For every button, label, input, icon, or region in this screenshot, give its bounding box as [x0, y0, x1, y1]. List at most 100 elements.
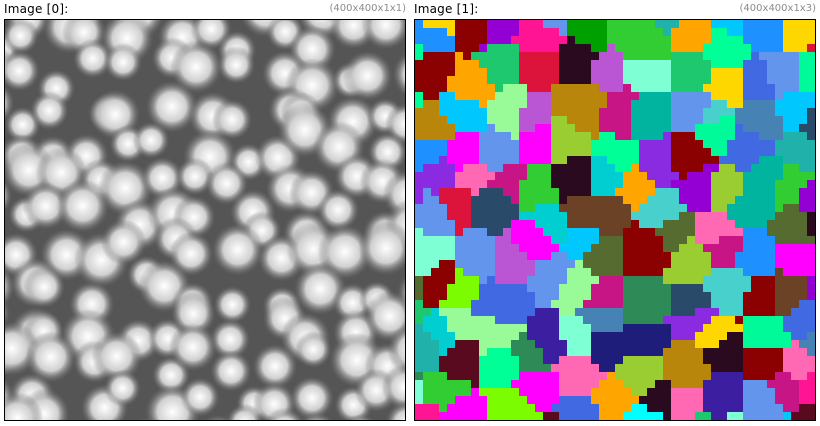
voronoi-cell-pixel — [607, 308, 615, 316]
voronoi-cell-pixel — [767, 180, 775, 188]
voronoi-cell-pixel — [599, 148, 607, 156]
voronoi-cell-pixel — [711, 108, 719, 116]
voronoi-cell-pixel — [695, 364, 703, 372]
voronoi-cell-pixel — [719, 388, 727, 396]
voronoi-cell-pixel — [527, 308, 535, 316]
voronoi-cell-pixel — [455, 340, 463, 348]
voronoi-cell-pixel — [807, 172, 815, 180]
voronoi-cell-pixel — [751, 124, 759, 132]
voronoi-cell-pixel — [495, 108, 503, 116]
voronoi-cell-pixel — [455, 260, 463, 268]
voronoi-cell-pixel — [791, 364, 799, 372]
voronoi-cell-pixel — [471, 204, 479, 212]
voronoi-cell-pixel — [511, 284, 519, 292]
voronoi-cell-pixel — [583, 84, 591, 92]
voronoi-cell-pixel — [695, 316, 703, 324]
voronoi-cell-pixel — [439, 164, 447, 172]
voronoi-cell-pixel — [495, 412, 503, 420]
voronoi-cell-pixel — [799, 60, 807, 68]
voronoi-cell-pixel — [471, 164, 479, 172]
voronoi-cell-pixel — [519, 324, 527, 332]
voronoi-cell-pixel — [455, 380, 463, 388]
voronoi-cell-pixel — [663, 316, 671, 324]
voronoi-cell-pixel — [527, 412, 535, 420]
voronoi-cell-pixel — [807, 132, 815, 140]
voronoi-cell-pixel — [415, 92, 423, 100]
voronoi-cell-pixel — [711, 172, 719, 180]
voronoi-cell-pixel — [447, 260, 455, 268]
voronoi-cell-pixel — [575, 132, 583, 140]
voronoi-cell-pixel — [495, 348, 503, 356]
voronoi-cell-pixel — [775, 276, 783, 284]
voronoi-cell-pixel — [495, 244, 503, 252]
voronoi-cell-pixel — [599, 172, 607, 180]
voronoi-cell-pixel — [575, 284, 583, 292]
voronoi-cell-pixel — [423, 76, 431, 84]
voronoi-cell-pixel — [639, 396, 647, 404]
voronoi-cell-pixel — [703, 380, 711, 388]
voronoi-cell-pixel — [415, 36, 423, 44]
voronoi-cell-pixel — [575, 324, 583, 332]
voronoi-cell-pixel — [751, 180, 759, 188]
voronoi-cell-pixel — [567, 332, 575, 340]
voronoi-cell-pixel — [791, 244, 799, 252]
voronoi-cell-pixel — [639, 252, 647, 260]
voronoi-cell-pixel — [455, 220, 463, 228]
voronoi-cell-pixel — [447, 36, 455, 44]
voronoi-cell-pixel — [615, 148, 623, 156]
voronoi-cell-pixel — [583, 124, 591, 132]
voronoi-cell-pixel — [551, 284, 559, 292]
voronoi-cell-pixel — [751, 212, 759, 220]
voronoi-cell-pixel — [543, 212, 551, 220]
voronoi-cell-pixel — [791, 308, 799, 316]
voronoi-cell-pixel — [735, 404, 743, 412]
voronoi-cell-pixel — [583, 348, 591, 356]
voronoi-cell-pixel — [479, 236, 487, 244]
voronoi-cell-pixel — [719, 124, 727, 132]
voronoi-cell-pixel — [599, 156, 607, 164]
voronoi-cell-pixel — [655, 204, 663, 212]
distance-cell — [5, 20, 39, 54]
voronoi-cell-pixel — [719, 372, 727, 380]
voronoi-cell-pixel — [719, 220, 727, 228]
voronoi-cell-pixel — [711, 372, 719, 380]
voronoi-cell-pixel — [631, 332, 639, 340]
image-dimensions-1: (400x400x1x3) — [739, 3, 816, 14]
voronoi-cell-pixel — [687, 332, 695, 340]
voronoi-cell-pixel — [687, 84, 695, 92]
voronoi-cell-pixel — [607, 196, 615, 204]
voronoi-cell-pixel — [607, 116, 615, 124]
voronoi-cell-pixel — [695, 60, 703, 68]
voronoi-cell-pixel — [439, 220, 447, 228]
voronoi-cell-pixel — [719, 332, 727, 340]
voronoi-cell-pixel — [647, 332, 655, 340]
voronoi-cell-pixel — [503, 212, 511, 220]
voronoi-cell-pixel — [759, 52, 767, 60]
voronoi-cell-pixel — [599, 252, 607, 260]
voronoi-cell-pixel — [695, 276, 703, 284]
voronoi-cell-pixel — [647, 116, 655, 124]
voronoi-cell-pixel — [447, 284, 455, 292]
voronoi-cell-pixel — [679, 300, 687, 308]
voronoi-cell-pixel — [527, 196, 535, 204]
voronoi-cell-pixel — [463, 244, 471, 252]
image-canvas-0[interactable] — [4, 19, 406, 421]
voronoi-cell-pixel — [711, 20, 719, 28]
voronoi-cell-pixel — [743, 268, 751, 276]
voronoi-cell-pixel — [567, 180, 575, 188]
voronoi-cell-pixel — [623, 300, 631, 308]
voronoi-cell-pixel — [687, 44, 695, 52]
voronoi-cell-pixel — [711, 148, 719, 156]
voronoi-cell-pixel — [423, 124, 431, 132]
voronoi-cell-pixel — [543, 364, 551, 372]
voronoi-cell-pixel — [591, 244, 599, 252]
voronoi-cell-pixel — [751, 308, 759, 316]
voronoi-cell-pixel — [623, 204, 631, 212]
voronoi-cell-pixel — [775, 164, 783, 172]
voronoi-cell-pixel — [487, 308, 495, 316]
voronoi-cell-pixel — [479, 116, 487, 124]
voronoi-cell-pixel — [687, 124, 695, 132]
voronoi-cell-pixel — [431, 20, 439, 28]
image-canvas-1[interactable] — [414, 19, 816, 421]
voronoi-cell-pixel — [551, 44, 559, 52]
